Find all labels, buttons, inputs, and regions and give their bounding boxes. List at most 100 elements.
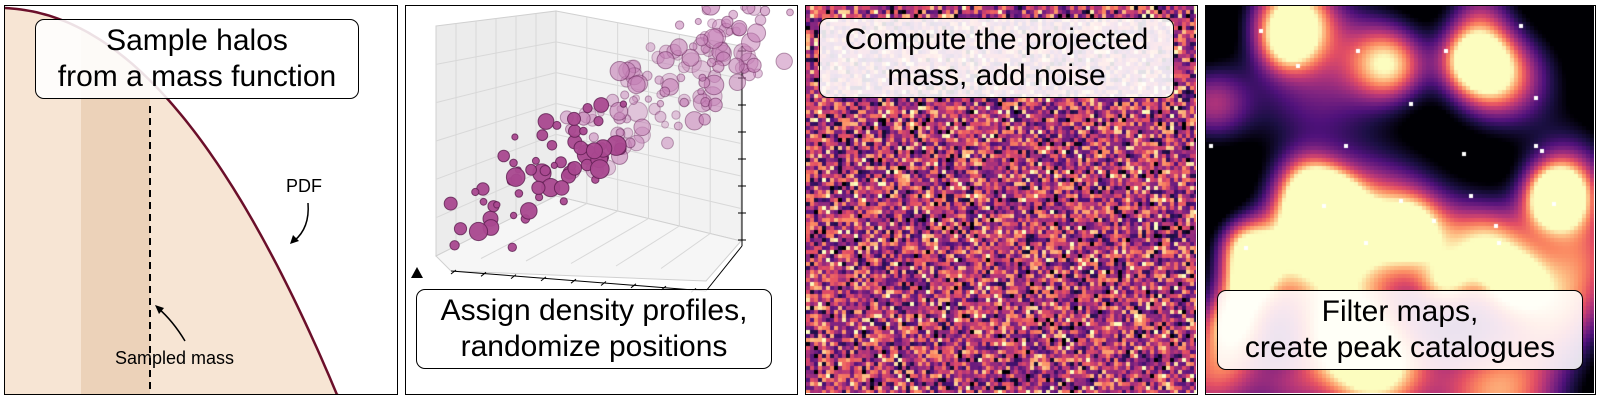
halo-point bbox=[588, 132, 599, 143]
halo-point bbox=[633, 118, 651, 137]
halo-point bbox=[505, 167, 526, 187]
halo-point bbox=[701, 6, 721, 16]
halo-point bbox=[453, 222, 468, 236]
pdf-arrowhead bbox=[290, 235, 299, 244]
pdf-area-top bbox=[5, 6, 397, 394]
halo-point bbox=[531, 156, 540, 165]
halo-point bbox=[539, 165, 551, 177]
halo-point bbox=[531, 180, 546, 195]
halo-point bbox=[443, 196, 458, 211]
halo-point bbox=[624, 137, 636, 149]
halo-point bbox=[775, 52, 793, 70]
halo-positions-panel: Assign density profiles, randomize posit… bbox=[405, 5, 798, 395]
halo-point bbox=[585, 142, 603, 160]
halo-point bbox=[661, 136, 674, 150]
halo-point bbox=[708, 97, 723, 113]
caption-line-2: from a mass function bbox=[57, 60, 337, 93]
halo-point bbox=[759, 6, 771, 17]
halo-point bbox=[567, 161, 582, 176]
halo-point bbox=[627, 75, 646, 95]
halo-point bbox=[741, 6, 756, 15]
halo-point bbox=[509, 158, 518, 168]
halo-point bbox=[509, 211, 518, 220]
halo-point bbox=[670, 38, 688, 57]
halo-point bbox=[728, 57, 745, 74]
halo-point bbox=[514, 189, 524, 198]
caption-line-1: Compute the projected bbox=[844, 23, 1149, 56]
halo-point bbox=[620, 90, 630, 100]
x-tick bbox=[570, 278, 577, 284]
sampled-mass-label: Sampled mass bbox=[115, 348, 235, 368]
halo-point bbox=[676, 73, 686, 83]
caption-line-1: Sample halos bbox=[106, 24, 288, 57]
halo-point bbox=[552, 120, 562, 130]
grid-line bbox=[660, 233, 711, 269]
halo-point bbox=[659, 86, 671, 98]
halo-point bbox=[674, 20, 685, 30]
halo-point bbox=[644, 95, 653, 103]
orientation-marker bbox=[411, 267, 423, 278]
halo-point bbox=[609, 61, 630, 82]
halo-point bbox=[721, 15, 734, 29]
halo-point bbox=[553, 180, 570, 196]
caption-projected-mass: Compute the projected mass, add noise bbox=[819, 18, 1174, 98]
halo-point bbox=[673, 121, 683, 131]
sampled-mass-arrowhead bbox=[155, 305, 164, 314]
halo-point bbox=[746, 23, 767, 43]
caption-line-2: create peak catalogues bbox=[1244, 331, 1556, 364]
halo-point bbox=[697, 87, 705, 96]
halo-point bbox=[449, 240, 460, 251]
halo-point bbox=[629, 96, 638, 105]
halo-point bbox=[656, 51, 675, 70]
halo-point bbox=[698, 73, 707, 82]
grid-line bbox=[615, 225, 680, 267]
halo-point bbox=[698, 113, 711, 126]
caption-line-2: randomize positions bbox=[460, 330, 728, 363]
halo-point bbox=[661, 120, 670, 129]
3d-scatter-plot bbox=[411, 6, 794, 293]
halo-point bbox=[654, 110, 667, 123]
halo-point bbox=[536, 129, 549, 142]
halo-point bbox=[468, 221, 489, 242]
halo-point bbox=[679, 97, 690, 108]
halo-point bbox=[559, 197, 568, 206]
halo-point bbox=[728, 73, 747, 92]
halo-point bbox=[706, 57, 717, 68]
mass-function-panel: Sample halos from a mass function PDF Sa… bbox=[4, 5, 398, 395]
x-tick bbox=[630, 283, 637, 289]
halo-point bbox=[593, 97, 610, 113]
halo-point bbox=[525, 163, 537, 176]
halo-point bbox=[786, 8, 794, 17]
halo-point bbox=[493, 201, 501, 209]
x-tick bbox=[510, 274, 517, 279]
noise-map-panel: Compute the projected mass, add noise bbox=[805, 5, 1198, 395]
halo-point bbox=[654, 75, 664, 85]
halo-point bbox=[511, 133, 519, 141]
caption-filter-maps: Filter maps, create peak catalogues bbox=[1217, 290, 1583, 370]
halo-point bbox=[645, 42, 656, 53]
grid-line bbox=[480, 203, 588, 259]
grid-line bbox=[525, 210, 618, 262]
y-axis bbox=[705, 245, 743, 292]
halo-point bbox=[681, 48, 700, 67]
halo-point bbox=[589, 159, 610, 180]
halo-point bbox=[656, 99, 665, 108]
halo-point bbox=[648, 102, 661, 116]
halo-point bbox=[497, 149, 510, 163]
halo-point bbox=[573, 140, 589, 156]
pdf-label: PDF bbox=[286, 176, 322, 196]
halo-point bbox=[619, 100, 628, 108]
caption-sample-halos: Sample halos from a mass function bbox=[35, 19, 359, 99]
halo-point bbox=[671, 110, 681, 120]
caption-line-2: mass, add noise bbox=[887, 59, 1106, 92]
halo-point bbox=[593, 116, 604, 127]
halo-point bbox=[746, 57, 762, 73]
halo-point bbox=[537, 113, 555, 130]
caption-density-profiles: Assign density profiles, randomize posit… bbox=[416, 289, 772, 369]
halo-point bbox=[567, 111, 581, 126]
halo-point bbox=[479, 197, 488, 206]
halo-point bbox=[728, 9, 739, 20]
halo-point bbox=[731, 20, 748, 37]
halo-point bbox=[579, 126, 588, 136]
halo-point bbox=[582, 103, 593, 114]
